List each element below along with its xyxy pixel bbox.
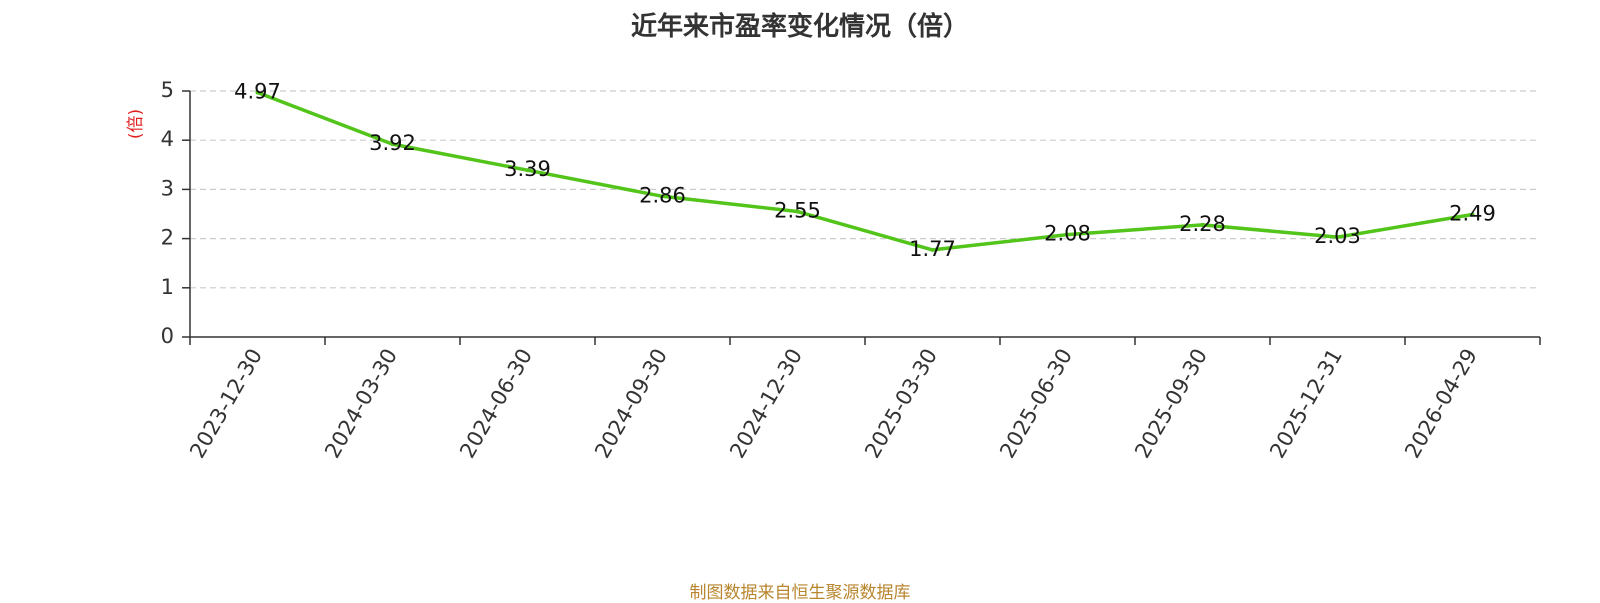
data-label: 2.49 xyxy=(1449,201,1496,225)
data-point xyxy=(795,209,800,214)
data-point xyxy=(1200,222,1205,227)
chart-title: 近年来市盈率变化情况（倍） xyxy=(630,12,969,42)
data-label: 3.92 xyxy=(369,131,416,155)
x-tick-label: 2026-04-29 xyxy=(1400,345,1482,463)
axes xyxy=(189,91,1540,338)
y-tick-label: 1 xyxy=(161,275,174,299)
data-point xyxy=(930,247,935,252)
data-label: 2.86 xyxy=(639,183,686,207)
y-tick-label: 3 xyxy=(161,176,174,200)
data-point xyxy=(390,142,395,147)
x-tick-label: 2025-03-30 xyxy=(860,345,942,463)
x-tick-label: 2025-12-31 xyxy=(1265,345,1347,463)
data-point xyxy=(1470,212,1475,217)
data-labels: 4.97 3.92 3.39 2.86 2.55 1.77 2.08 2.28 2.03 2.49 xyxy=(234,79,1496,260)
data-point xyxy=(255,90,260,95)
data-label: 4.97 xyxy=(234,79,281,103)
y-tick-label: 4 xyxy=(161,127,174,151)
grid-lines xyxy=(190,90,1540,289)
data-label: 2.55 xyxy=(774,199,821,223)
data-source-note: 制图数据来自恒生聚源数据库 xyxy=(689,583,911,603)
x-tick-label: 2024-06-30 xyxy=(455,345,537,463)
y-tick-label: 5 xyxy=(161,78,174,102)
data-point xyxy=(525,168,530,173)
x-tick-label: 2025-09-30 xyxy=(1130,345,1212,463)
series-line-group xyxy=(255,90,1475,252)
x-tick-label: 2024-03-30 xyxy=(320,345,402,463)
data-point xyxy=(1335,235,1340,240)
data-label: 3.39 xyxy=(504,157,551,181)
data-label: 1.77 xyxy=(909,237,956,261)
data-label: 2.03 xyxy=(1314,224,1361,248)
y-tick-label: 0 xyxy=(161,324,174,348)
y-axis-label: (倍) xyxy=(126,109,146,139)
data-point xyxy=(660,194,665,199)
x-tick-label: 2025-06-30 xyxy=(995,345,1077,463)
data-label: 2.08 xyxy=(1044,222,1091,246)
data-point xyxy=(1065,232,1070,237)
data-label: 2.28 xyxy=(1179,212,1226,236)
y-tick-label: 2 xyxy=(161,226,174,250)
x-axis-ticks: 2023-12-30 2024-03-30 2024-06-30 2024-09-30… xyxy=(185,337,1541,463)
x-tick-label: 2024-12-30 xyxy=(725,345,807,463)
series-line xyxy=(255,90,1475,252)
y-axis-ticks: 0 1 2 3 4 5 xyxy=(161,78,190,348)
x-tick-label: 2024-09-30 xyxy=(590,345,672,463)
x-tick-label: 2023-12-30 xyxy=(185,345,267,463)
